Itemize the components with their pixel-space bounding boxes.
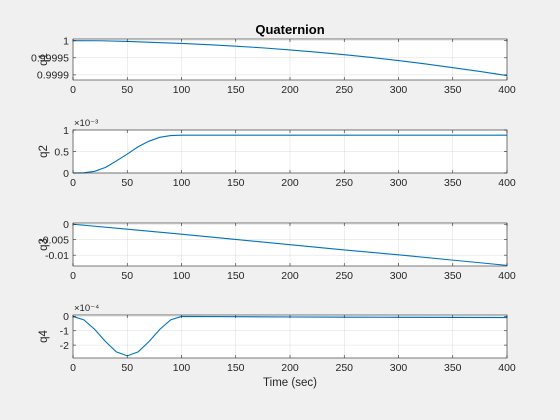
x-tick-label: 50 <box>121 362 133 374</box>
x-tick-label: 250 <box>335 362 353 374</box>
y-tick-label: -0.01 <box>45 250 69 262</box>
x-tick-label: 150 <box>227 362 245 374</box>
y-tick-label: 0 <box>63 168 69 180</box>
x-tick-label: 200 <box>281 84 299 96</box>
series-line-q1 <box>72 40 508 77</box>
y-tick-label: -2 <box>60 340 69 352</box>
x-tick-label: 400 <box>498 362 516 374</box>
x-tick-label: 200 <box>281 177 299 189</box>
x-tick-label: 100 <box>173 84 191 96</box>
x-tick-label: 350 <box>444 177 462 189</box>
x-tick-label: 300 <box>390 270 408 282</box>
y-axis-label: q4 <box>38 330 50 343</box>
y-axis-label: q1 <box>38 53 50 66</box>
y-tick-label: -1 <box>60 326 69 338</box>
x-tick-label: 50 <box>121 270 133 282</box>
y-tick-label: 0.9999 <box>37 70 69 82</box>
subplot-q1: 0 50 100 150 200 250 300 350 400 0.9999 0.99995 1 q1… <box>31 22 516 96</box>
y-axis-label: q3 <box>38 238 50 251</box>
x-tick-label: 150 <box>227 177 245 189</box>
x-tick-label: 200 <box>281 362 299 374</box>
y-axis-label: q2 <box>38 145 50 158</box>
y-tick-label: 0 <box>63 311 69 323</box>
x-tick-label: 400 <box>498 270 516 282</box>
x-tick-label: 400 <box>498 177 516 189</box>
x-tick-label: 100 <box>173 270 191 282</box>
x-tick-label: 0 <box>70 270 76 282</box>
series-line-q3 <box>72 223 508 266</box>
x-tick-label: 100 <box>173 362 191 374</box>
x-tick-label: 0 <box>70 84 76 96</box>
y-tick-label: -0.005 <box>39 235 69 247</box>
x-tick-label: 350 <box>444 362 462 374</box>
y-tick-label: 0.5 <box>54 146 69 158</box>
y-tick-label: 0.99995 <box>31 53 69 65</box>
x-tick-label: 250 <box>335 84 353 96</box>
x-axis-label: Time (sec) <box>263 377 317 389</box>
x-tick-label: 350 <box>444 84 462 96</box>
x-tick-label: 300 <box>390 362 408 374</box>
y-tick-label: 1 <box>63 36 69 48</box>
x-tick-label: 50 <box>121 177 133 189</box>
subplot-q4: 0 50 100 150 200 250 300 350 400 -2 -1 0 q4 ×10⁻⁴ Time… <box>38 303 516 389</box>
x-tick-label: 200 <box>281 270 299 282</box>
y-tick-label: 1 <box>63 125 69 137</box>
x-tick-label: 50 <box>121 84 133 96</box>
y-exponent-label: ×10⁻⁴ <box>74 303 99 314</box>
x-tick-label: 100 <box>173 177 191 189</box>
x-tick-label: 300 <box>390 177 408 189</box>
series-line-q4 <box>72 315 508 357</box>
x-tick-label: 300 <box>390 84 408 96</box>
x-tick-label: 250 <box>335 177 353 189</box>
subplot-q3: 0 50 100 150 200 250 300 350 400 -0.01 -0.005 0 q3 <box>38 219 516 282</box>
subplot-q2: 0 50 100 150 200 250 300 350 400 0 0.5 1 q2 ×10⁻³ <box>38 118 516 189</box>
series-line-q2 <box>72 134 507 174</box>
x-tick-label: 0 <box>70 177 76 189</box>
x-tick-label: 150 <box>227 270 245 282</box>
x-tick-label: 400 <box>498 84 516 96</box>
chart-title: Quaternion <box>255 22 324 37</box>
y-exponent-label: ×10⁻³ <box>74 118 98 129</box>
x-tick-label: 250 <box>335 270 353 282</box>
y-tick-label: 0 <box>63 219 69 231</box>
x-tick-label: 350 <box>444 270 462 282</box>
x-tick-label: 0 <box>70 362 76 374</box>
x-tick-label: 150 <box>227 84 245 96</box>
